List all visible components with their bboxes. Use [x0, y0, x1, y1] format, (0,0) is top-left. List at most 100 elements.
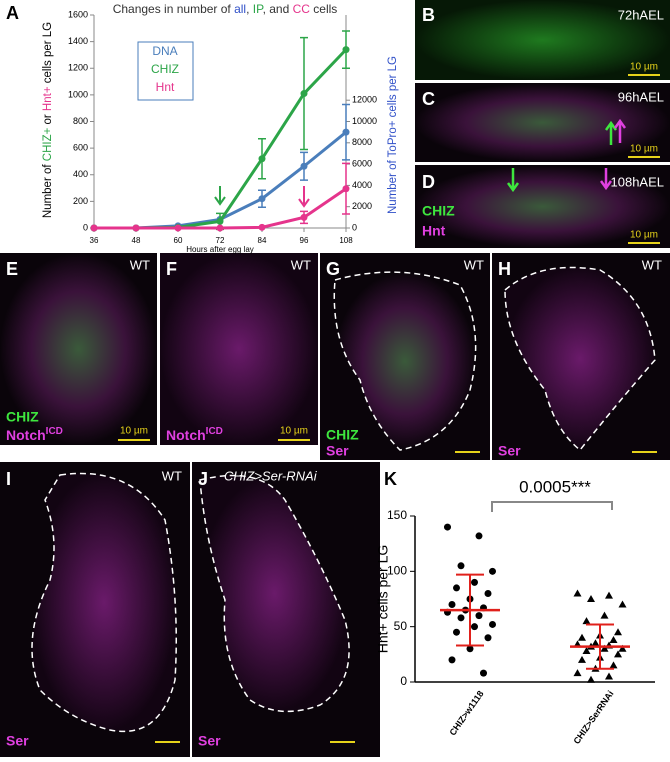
text-part: IP [253, 2, 264, 16]
outline [333, 271, 477, 451]
x-tick-label: 84 [258, 236, 267, 245]
point [489, 567, 496, 575]
point [578, 655, 586, 663]
arrow [506, 168, 520, 193]
point [591, 639, 600, 647]
point [618, 600, 627, 608]
panel-letter: K [384, 469, 397, 489]
text-part: all [234, 2, 246, 16]
micrograph [0, 253, 157, 445]
point [448, 656, 456, 664]
y-tick-label: 200 [73, 196, 88, 206]
scale-label: 10 µm [280, 426, 308, 437]
panel-letter: G [326, 259, 340, 279]
point [132, 224, 140, 232]
point [471, 578, 478, 586]
chart-title: Changes in number of all, IP, and CC cel… [113, 2, 338, 16]
x-tick-label: 96 [300, 236, 309, 245]
text-part: ToPro+ [387, 120, 399, 157]
panel-letter: H [498, 259, 511, 279]
y-tick-label: 1200 [68, 63, 88, 73]
channel-label: Ser [198, 733, 221, 749]
micrograph [415, 165, 670, 248]
channel-label: NotchICD [6, 426, 63, 443]
scale-label: 10 µm [630, 62, 658, 73]
point [457, 562, 465, 570]
annotation: 0.0005*** [519, 477, 591, 496]
point [573, 669, 582, 677]
y2-tick-label: 4000 [352, 180, 372, 190]
text-part: Number of [387, 157, 399, 214]
x-tick-label: 48 [132, 236, 141, 245]
y-tick-label: 100 [387, 564, 407, 578]
channel-label: Notch [166, 427, 206, 443]
text-part: cells per LG [387, 56, 399, 121]
legend-label: CHIZ [151, 62, 179, 76]
y2-tick-label: 6000 [352, 158, 372, 168]
point [457, 614, 465, 622]
point [573, 589, 582, 597]
x-tick-label: 36 [90, 236, 99, 245]
y-tick-label: 800 [73, 116, 88, 126]
point [609, 661, 618, 669]
point [342, 46, 350, 54]
channel-label: CHIZ [326, 427, 359, 443]
text-part: CHIZ+ [42, 127, 54, 161]
panel-letter: D [422, 172, 435, 192]
panel-letter: B [422, 5, 435, 25]
outline [199, 474, 350, 713]
point [258, 223, 266, 231]
point [444, 523, 451, 531]
legend-box [137, 41, 194, 101]
superscript: ICD [46, 426, 63, 437]
point [618, 644, 627, 652]
y2-tick-label: 8000 [352, 137, 372, 147]
point [475, 532, 483, 540]
channel-label: Hnt [422, 223, 446, 239]
panel-letter: A [6, 3, 19, 23]
text-part: Number of [42, 161, 54, 218]
point [90, 224, 98, 232]
x-tick-label: 72 [216, 236, 225, 245]
y-tick-label: 600 [73, 143, 88, 153]
point [489, 620, 496, 628]
scale-label: 10 µm [630, 144, 658, 155]
text-part: Hnt+ [42, 86, 54, 111]
point [582, 617, 591, 625]
point [609, 635, 618, 643]
point [578, 633, 586, 641]
panel-letter: E [6, 259, 18, 279]
y-tick-label: 150 [387, 508, 407, 522]
x-tick-label: 108 [339, 236, 353, 245]
arrow [604, 120, 618, 145]
channel-label: CHIZ [422, 203, 455, 219]
channel-label: Ser [498, 443, 521, 459]
point [587, 675, 595, 683]
stage-label: 96hAEL [618, 89, 664, 104]
y-tick-label: 1000 [68, 89, 88, 99]
point [216, 217, 224, 225]
panel-letter: C [422, 89, 435, 109]
text-part: CC [293, 2, 311, 16]
point [258, 155, 266, 163]
bracket [491, 501, 613, 512]
y-tick-label: 50 [394, 619, 408, 633]
point [484, 634, 492, 642]
y2-axis-label: Number of ToPro+ cells per LG [387, 56, 399, 214]
point [448, 601, 456, 609]
channel-label: Ser [326, 443, 349, 459]
y-tick-label: 400 [73, 169, 88, 179]
micrograph [160, 253, 318, 445]
panel-letter: F [166, 259, 177, 279]
y-tick-label: 0 [83, 222, 88, 232]
point [258, 195, 266, 203]
point [466, 645, 474, 653]
genotype-label: WT [162, 468, 182, 483]
point [480, 669, 487, 677]
text-part: , [246, 2, 253, 16]
legend-label: Hnt [156, 80, 175, 94]
point [453, 628, 460, 636]
micrograph [415, 0, 670, 80]
point [300, 90, 308, 98]
